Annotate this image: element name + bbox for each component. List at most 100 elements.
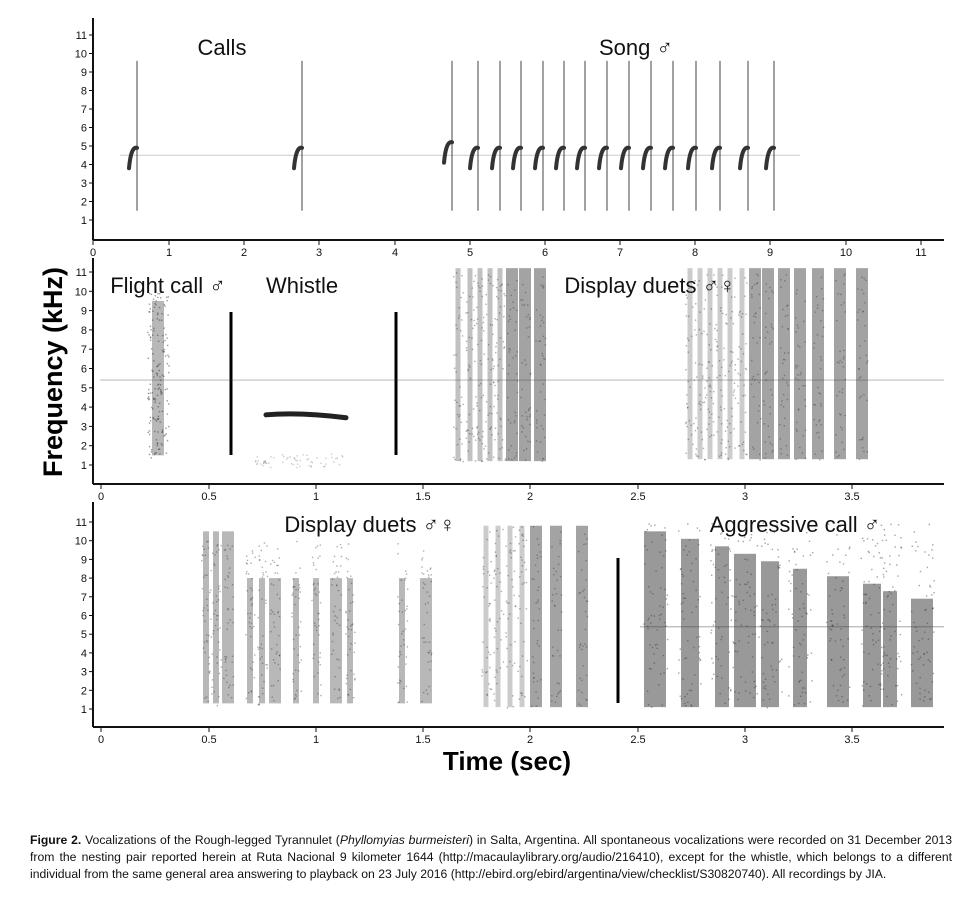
- noise-speck: [772, 328, 774, 330]
- syllable-band: [347, 578, 353, 704]
- noise-speck: [507, 320, 510, 323]
- noise-speck: [751, 633, 754, 635]
- noise-speck: [165, 333, 167, 336]
- noise-speck: [749, 586, 751, 588]
- noise-speck: [278, 654, 281, 656]
- noise-speck: [804, 692, 807, 694]
- noise-speck: [489, 653, 491, 656]
- panel-label: Song ♂: [599, 35, 673, 60]
- noise-speck: [496, 278, 499, 281]
- noise-speck: [258, 696, 261, 698]
- noise-speck: [695, 334, 698, 336]
- noise-speck: [541, 319, 543, 322]
- x-tick-label: 1.5: [415, 734, 430, 746]
- noise-speck: [582, 645, 584, 647]
- noise-speck: [695, 558, 697, 560]
- noise-speck: [916, 651, 919, 653]
- noise-speck: [211, 686, 213, 689]
- noise-speck: [757, 274, 759, 277]
- noise-speck: [763, 400, 765, 402]
- noise-speck: [216, 614, 218, 617]
- y-tick-label: 9: [81, 67, 87, 79]
- noise-speck: [710, 308, 712, 310]
- noise-speck: [648, 586, 650, 588]
- noise-speck: [746, 559, 749, 561]
- noise-speck: [895, 658, 898, 660]
- noise-speck: [399, 679, 401, 681]
- noise-speck: [926, 622, 929, 624]
- noise-speck: [544, 337, 547, 340]
- noise-speck: [532, 661, 535, 664]
- noise-speck: [924, 631, 926, 633]
- noise-speck: [771, 290, 773, 292]
- noise-speck: [330, 453, 333, 455]
- noise-speck: [480, 382, 482, 385]
- noise-speck: [883, 576, 885, 578]
- noise-speck: [149, 383, 152, 385]
- noise-speck: [168, 403, 170, 405]
- noise-speck: [248, 692, 250, 694]
- noise-speck: [156, 313, 159, 316]
- noise-speck: [766, 370, 768, 373]
- noise-speck: [349, 648, 351, 650]
- noise-speck: [152, 353, 154, 355]
- noise-speck: [722, 274, 724, 276]
- noise-speck: [345, 633, 347, 635]
- noise-speck: [692, 580, 695, 583]
- noise-speck: [744, 608, 747, 610]
- syllable-band: [519, 525, 525, 708]
- noise-speck: [489, 620, 491, 622]
- noise-speck: [526, 659, 529, 662]
- noise-speck: [215, 595, 218, 597]
- noise-speck: [868, 695, 870, 697]
- y-tick-label: 6: [81, 611, 87, 623]
- noise-speck: [525, 411, 527, 413]
- x-tick-label: 2.5: [630, 734, 645, 746]
- noise-speck: [848, 686, 851, 688]
- noise-speck: [153, 376, 155, 378]
- noise-speck: [894, 534, 896, 537]
- noise-speck: [345, 612, 347, 614]
- noise-speck: [713, 274, 715, 276]
- noise-speck: [716, 376, 718, 379]
- caption-text-1: Vocalizations of the Rough-legged Tyrann…: [81, 833, 340, 847]
- noise-speck: [257, 703, 259, 706]
- noise-speck: [473, 309, 475, 311]
- noise-speck: [931, 680, 934, 683]
- noise-speck: [919, 687, 921, 690]
- noise-speck: [508, 351, 510, 353]
- noise-speck: [152, 334, 154, 336]
- noise-speck: [261, 674, 263, 676]
- noise-speck: [745, 453, 747, 456]
- noise-speck: [863, 593, 865, 595]
- noise-speck: [278, 579, 280, 581]
- noise-speck: [889, 639, 891, 641]
- noise-speck: [706, 333, 708, 336]
- noise-speck: [738, 603, 741, 605]
- noise-speck: [338, 659, 340, 661]
- noise-speck: [887, 674, 889, 677]
- noise-speck: [801, 452, 804, 454]
- noise-speck: [291, 612, 293, 614]
- noise-speck: [211, 693, 213, 695]
- noise-speck: [226, 587, 229, 589]
- call-note: [738, 145, 750, 171]
- noise-speck: [839, 656, 842, 658]
- syllable-band: [794, 268, 806, 460]
- noise-speck: [213, 613, 215, 615]
- syllable-band: [687, 268, 693, 460]
- noise-speck: [539, 340, 541, 342]
- noise-speck: [841, 428, 844, 431]
- noise-speck: [890, 523, 892, 526]
- noise-speck: [543, 436, 546, 439]
- noise-speck: [685, 294, 687, 296]
- noise-speck: [154, 397, 156, 400]
- syllable-band: [778, 268, 790, 460]
- noise-speck: [512, 586, 514, 588]
- noise-speck: [538, 340, 540, 343]
- noise-speck: [249, 599, 252, 601]
- noise-speck: [814, 311, 817, 313]
- noise-speck: [551, 546, 553, 548]
- noise-speck: [507, 574, 509, 577]
- noise-speck: [459, 405, 462, 407]
